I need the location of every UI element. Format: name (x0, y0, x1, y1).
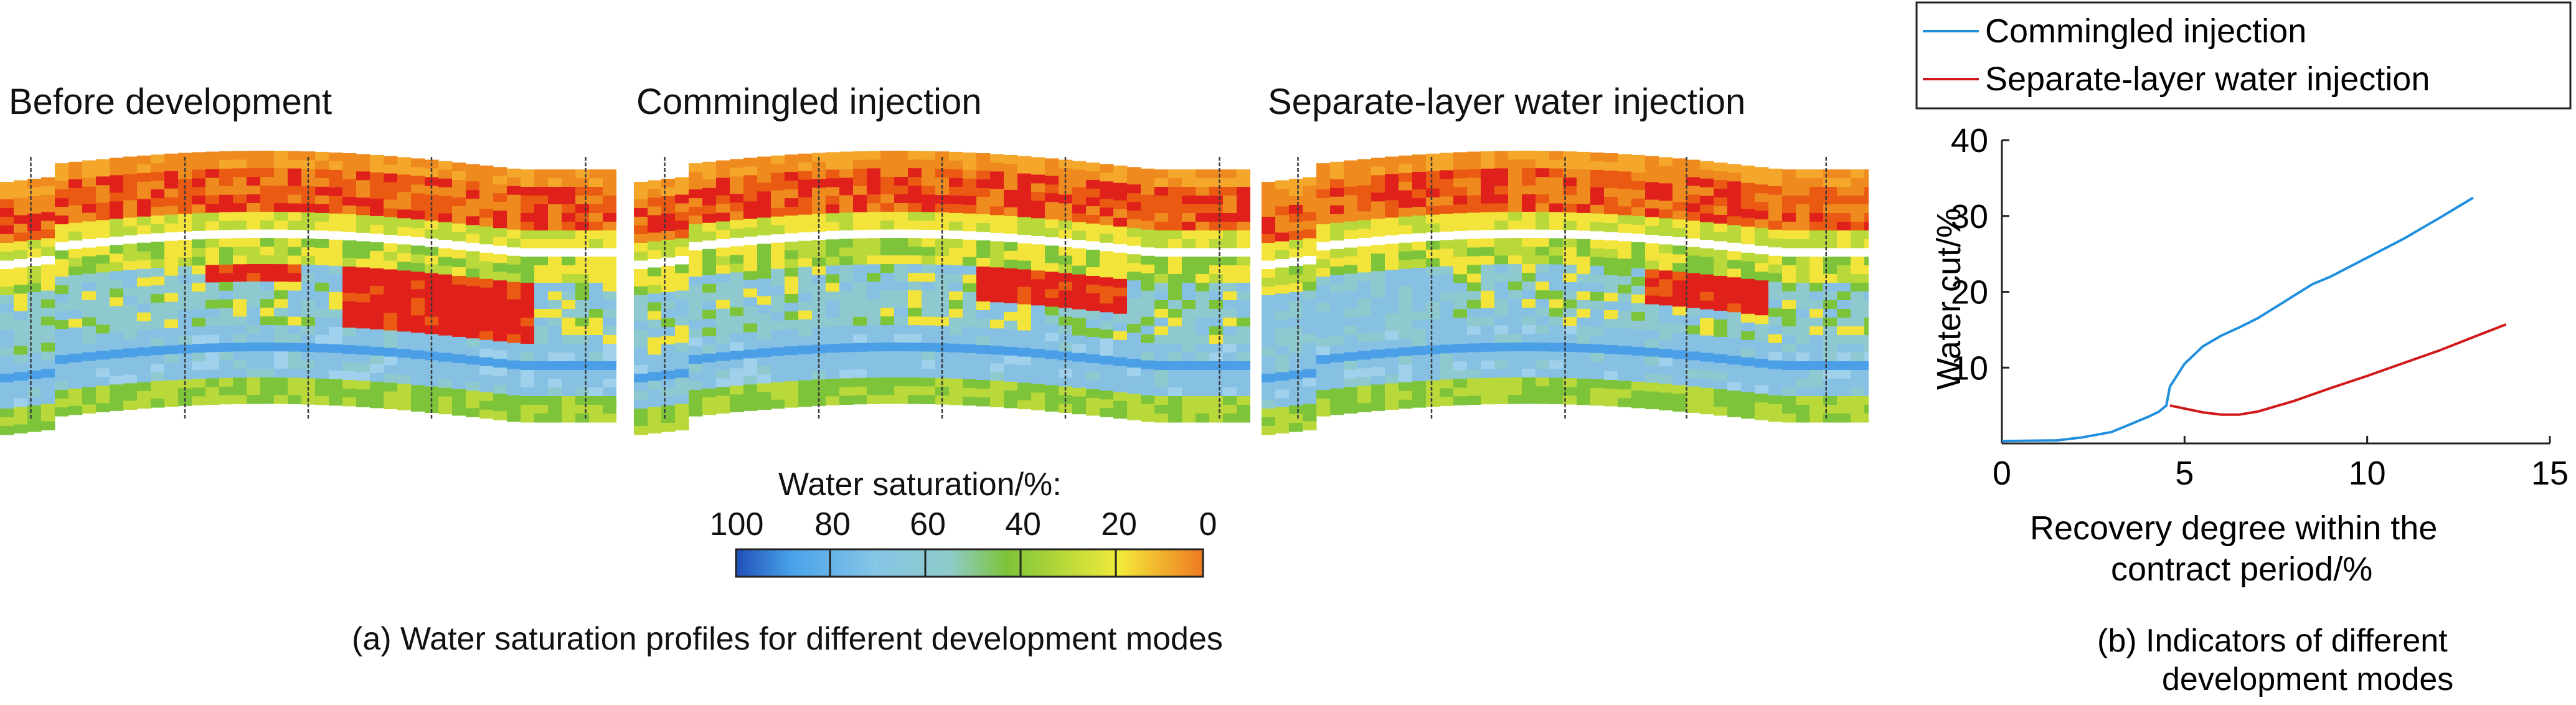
series-line-commingled (2001, 196, 2474, 443)
saturation-profile-before (0, 151, 616, 435)
x-tick-label: 0 (1993, 455, 2011, 492)
x-tick-label: 5 (2175, 455, 2194, 492)
y-tick-label: 10 (1951, 349, 1988, 387)
caption-b-line1: (b) Indicators of different (2097, 623, 2448, 659)
y-tick-label: 30 (1951, 198, 1988, 235)
saturation-profile-separate (1262, 151, 1869, 435)
profile-title-before: Before development (9, 82, 333, 122)
colorbar (735, 548, 1204, 578)
colorbar-tick: 100 (709, 506, 764, 542)
caption-b-line2: development modes (2162, 661, 2453, 698)
legend-box (1915, 1, 2572, 110)
caption-a: (a) Water saturation profiles for differ… (352, 621, 1223, 657)
colorbar-tick: 20 (1101, 506, 1137, 542)
series-line-separate (2169, 323, 2507, 416)
colorbar-tick: 40 (1005, 506, 1041, 542)
x-tick-label: 15 (2531, 455, 2569, 492)
colorbar-label: Water saturation/%: (778, 466, 1062, 503)
colorbar-tick: 0 (1199, 506, 1217, 542)
colorbar-tick: 60 (910, 506, 946, 542)
legend-label-commingled: Commingled injection (1985, 12, 2306, 50)
x-axis-label-line2: contract period/% (2111, 551, 2372, 588)
profile-title-commingled: Commingled injection (636, 82, 982, 122)
saturation-profile-commingled (634, 151, 1250, 435)
colorbar-tick: 80 (814, 506, 851, 542)
y-tick-label: 40 (1951, 122, 1988, 159)
legend-label-separate: Separate-layer water injection (1985, 60, 2430, 98)
x-axis-label-line1: Recovery degree within the (2030, 509, 2437, 547)
x-tick-label: 10 (2349, 455, 2386, 492)
water-cut-chart: Commingled injection Separate-layer wate… (1915, 1, 2572, 698)
y-axis-label: Water cut/% (1930, 208, 1968, 390)
y-tick-label: 20 (1951, 274, 1988, 311)
profile-title-separate: Separate-layer water injection (1268, 82, 1746, 122)
